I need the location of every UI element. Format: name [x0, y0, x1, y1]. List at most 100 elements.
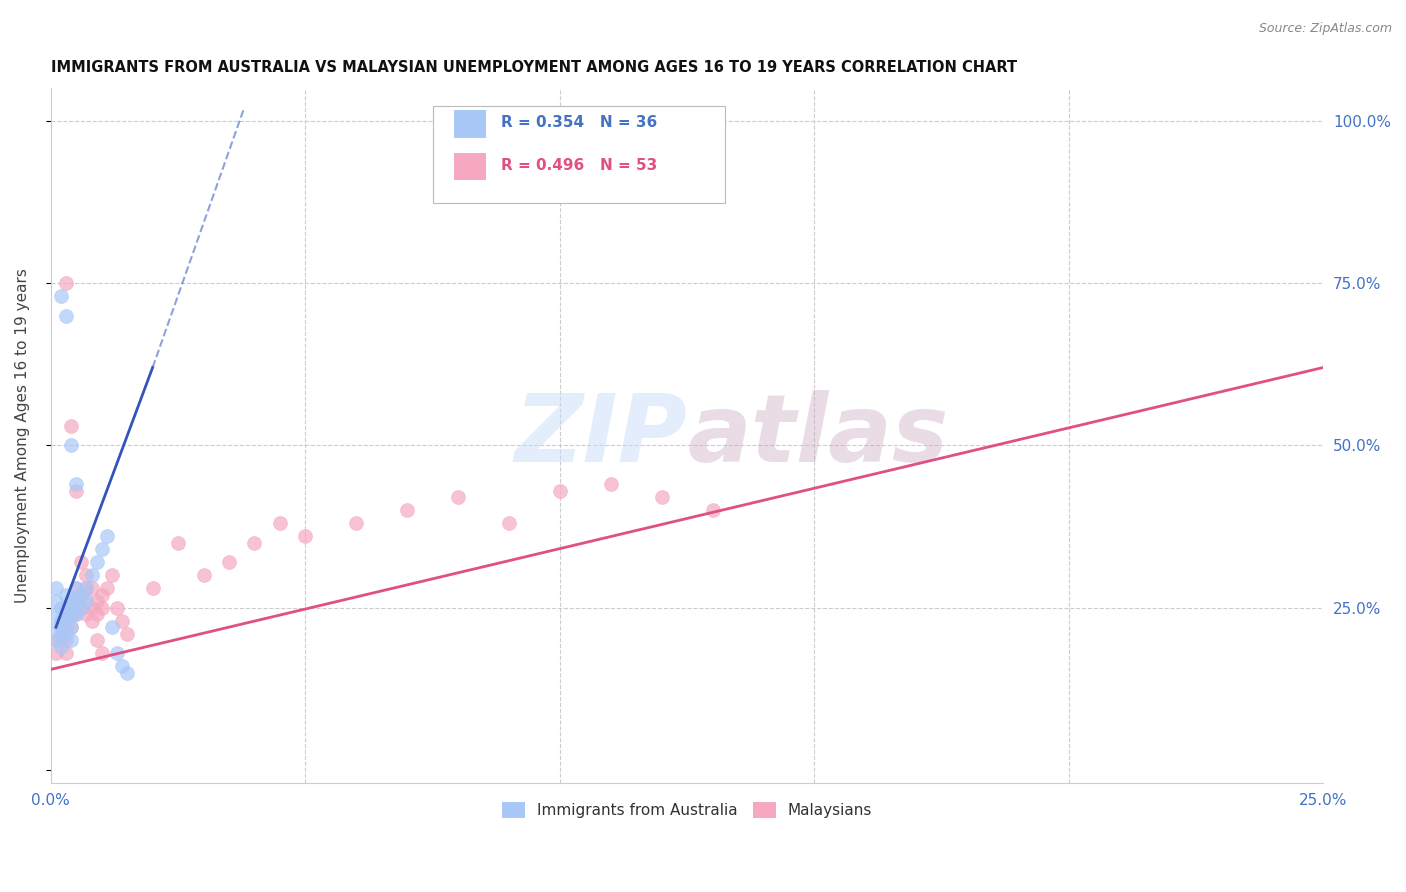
Point — [80, 581, 103, 595]
Point — [96, 581, 118, 595]
Point — [75, 568, 97, 582]
Y-axis label: Unemployment Among Ages 16 to 19 years: Unemployment Among Ages 16 to 19 years — [15, 268, 30, 603]
Point — [70, 588, 93, 602]
Point — [111, 659, 134, 673]
Point — [60, 607, 83, 622]
Point — [80, 568, 103, 582]
Point — [80, 614, 103, 628]
Point — [75, 581, 97, 595]
Point — [65, 477, 87, 491]
Point — [243, 536, 266, 550]
Text: R = 0.496   N = 53: R = 0.496 N = 53 — [502, 158, 658, 172]
Point — [55, 626, 77, 640]
Point — [49, 633, 72, 648]
Point — [55, 276, 77, 290]
Point — [55, 588, 77, 602]
Point — [55, 633, 77, 648]
FancyBboxPatch shape — [433, 105, 725, 202]
Point — [96, 529, 118, 543]
Point — [90, 600, 112, 615]
Point — [60, 620, 83, 634]
Legend: Immigrants from Australia, Malaysians: Immigrants from Australia, Malaysians — [496, 796, 879, 824]
Point — [49, 600, 72, 615]
Point — [65, 594, 87, 608]
Point — [86, 633, 108, 648]
Point — [45, 633, 67, 648]
Point — [70, 588, 93, 602]
Point — [60, 607, 83, 622]
Point — [65, 483, 87, 498]
Point — [105, 600, 128, 615]
Text: atlas: atlas — [688, 390, 948, 482]
Point — [49, 614, 72, 628]
Point — [193, 568, 215, 582]
Point — [105, 646, 128, 660]
Text: Source: ZipAtlas.com: Source: ZipAtlas.com — [1258, 22, 1392, 36]
Point — [75, 581, 97, 595]
Text: IMMIGRANTS FROM AUSTRALIA VS MALAYSIAN UNEMPLOYMENT AMONG AGES 16 TO 19 YEARS CO: IMMIGRANTS FROM AUSTRALIA VS MALAYSIAN U… — [51, 60, 1017, 75]
Point — [65, 607, 87, 622]
Point — [45, 594, 67, 608]
Point — [101, 568, 124, 582]
Point — [60, 620, 83, 634]
Point — [167, 536, 190, 550]
Point — [86, 555, 108, 569]
FancyBboxPatch shape — [454, 110, 486, 138]
Point — [651, 491, 673, 505]
Point — [75, 594, 97, 608]
Point — [45, 620, 67, 634]
Point — [90, 542, 112, 557]
Point — [75, 607, 97, 622]
Point — [86, 607, 108, 622]
Point — [45, 646, 67, 660]
Point — [65, 594, 87, 608]
Point — [498, 516, 520, 531]
Point — [60, 594, 83, 608]
Point — [75, 594, 97, 608]
Point — [599, 477, 621, 491]
Point — [60, 633, 83, 648]
Point — [111, 614, 134, 628]
FancyBboxPatch shape — [454, 153, 486, 180]
Point — [55, 614, 77, 628]
Point — [65, 581, 87, 595]
Point — [80, 600, 103, 615]
Point — [60, 418, 83, 433]
Point — [269, 516, 291, 531]
Point — [86, 594, 108, 608]
Point — [90, 646, 112, 660]
Point — [49, 620, 72, 634]
Point — [70, 555, 93, 569]
Point — [49, 640, 72, 654]
Point — [49, 289, 72, 303]
Point — [55, 607, 77, 622]
Point — [55, 309, 77, 323]
Point — [702, 503, 724, 517]
Point — [60, 594, 83, 608]
Point — [70, 600, 93, 615]
Point — [218, 555, 240, 569]
Point — [60, 438, 83, 452]
Point — [65, 607, 87, 622]
Point — [115, 626, 138, 640]
Point — [45, 581, 67, 595]
Point — [55, 646, 77, 660]
Point — [548, 483, 571, 498]
Point — [447, 491, 470, 505]
Point — [344, 516, 367, 531]
Point — [55, 620, 77, 634]
Point — [55, 600, 77, 615]
Point — [45, 633, 67, 648]
Text: R = 0.354   N = 36: R = 0.354 N = 36 — [502, 115, 658, 130]
Point — [294, 529, 316, 543]
Point — [115, 665, 138, 680]
Point — [101, 620, 124, 634]
Text: ZIP: ZIP — [515, 390, 688, 482]
Point — [70, 600, 93, 615]
Point — [396, 503, 419, 517]
Point — [65, 581, 87, 595]
Point — [49, 626, 72, 640]
Point — [45, 607, 67, 622]
Point — [142, 581, 165, 595]
Point — [90, 588, 112, 602]
